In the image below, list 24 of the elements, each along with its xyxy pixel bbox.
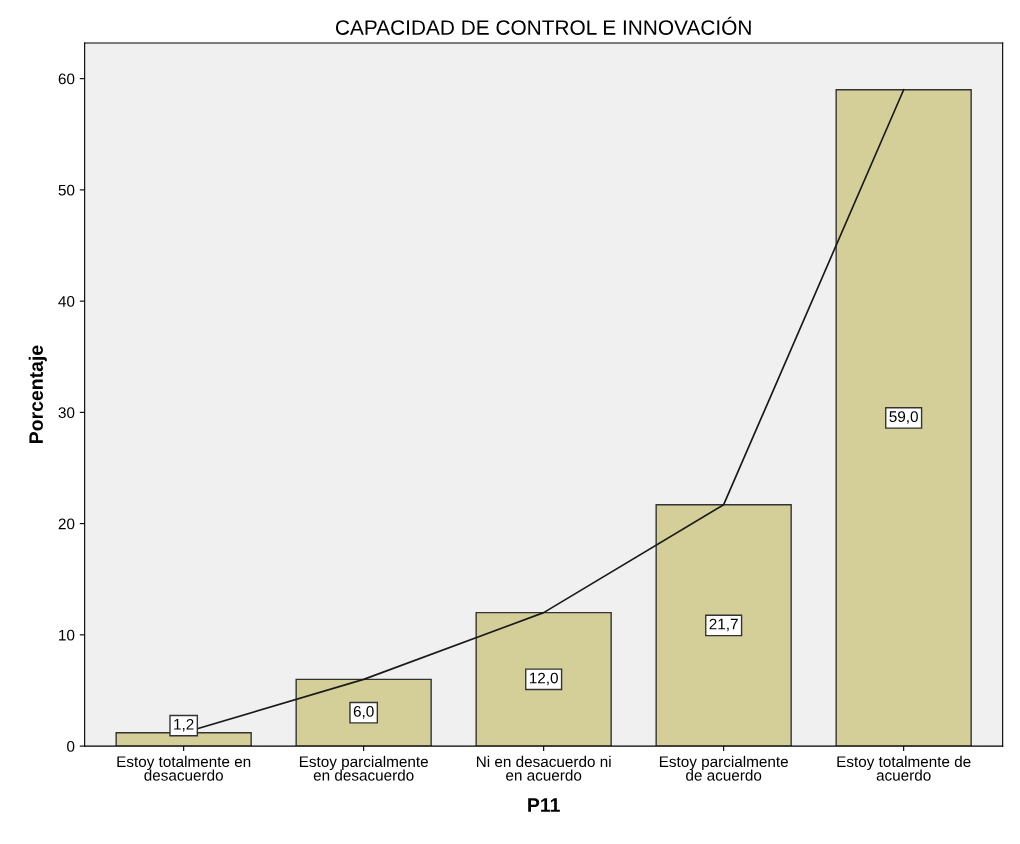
y-tick-label: 40 [58, 295, 75, 307]
x-tick-label: Estoy parcialmente de acuerdo [659, 755, 788, 781]
data-label: 12,0 [529, 672, 558, 686]
data-label: 21,7 [709, 618, 738, 632]
y-tick-label: 60 [58, 73, 75, 85]
y-tick-label: 10 [59, 629, 75, 641]
x-tick-label: Estoy totalmente en desacuerdo [117, 755, 251, 781]
y-tick-label: 30 [58, 407, 75, 419]
x-tick-label: Ni en desacuerdo ni en acuerdo [476, 755, 611, 781]
data-label: 1,2 [174, 718, 194, 732]
data-label: 59,0 [889, 411, 918, 424]
bar [295, 678, 432, 747]
x-tick-label: Estoy parcialmente en desacuerdo [299, 755, 428, 781]
y-tick-label: 0 [67, 740, 75, 752]
bar [835, 89, 972, 747]
y-tick-label: 50 [58, 184, 75, 196]
chart-title: CAPACIDAD DE CONTROL E INNOVACIÓN [335, 16, 751, 35]
x-axis-title: P11 [528, 798, 560, 812]
y-axis-title: Porcentaje [28, 345, 47, 443]
data-label: 6,0 [353, 706, 374, 719]
x-tick-label: Estoy totalmente de acuerdo [837, 755, 971, 781]
bar [655, 504, 792, 747]
bar [475, 611, 612, 747]
y-tick-label: 20 [58, 518, 75, 530]
